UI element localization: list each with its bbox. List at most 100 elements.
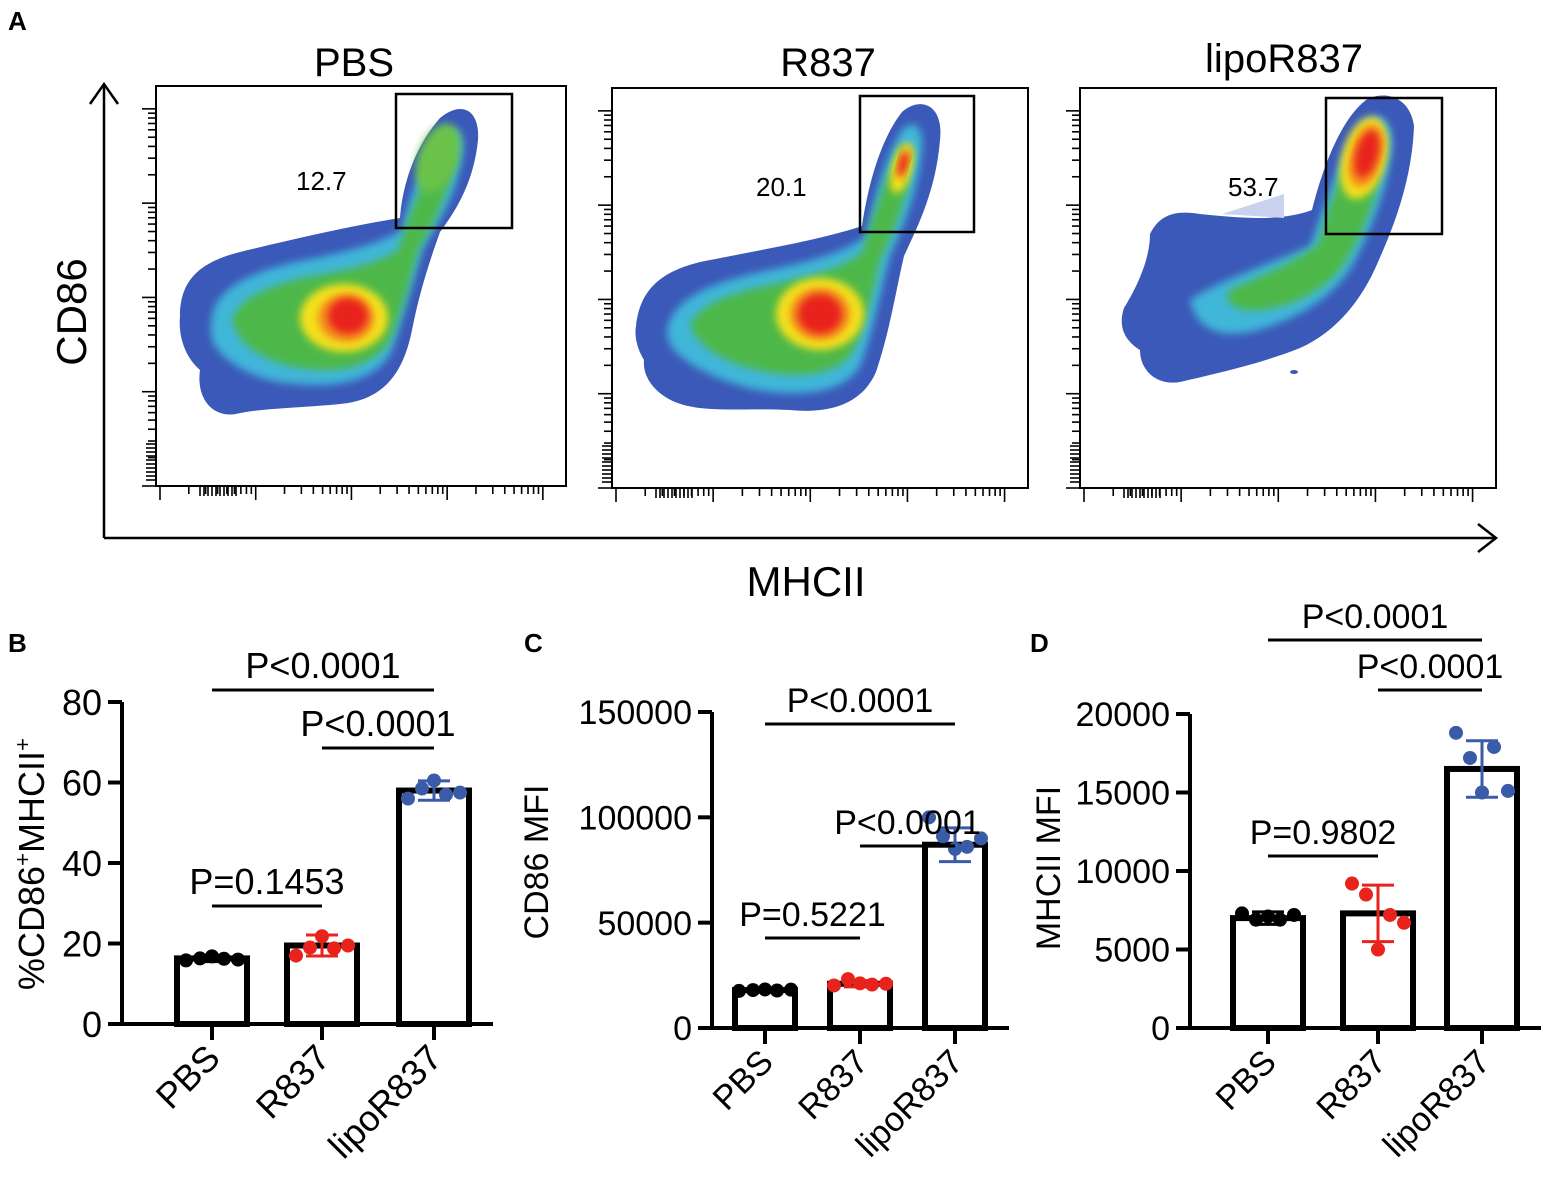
data-point-d-0-4 xyxy=(1287,907,1301,922)
density-cloud-lipor837 xyxy=(1121,95,1414,383)
category-label-b-0: PBS xyxy=(148,1037,228,1117)
flow-plot-r837: R837 20.1 xyxy=(598,41,1029,502)
p-value-label-d-2: P<0.0001 xyxy=(1302,598,1449,636)
ticks-x-r837 xyxy=(615,488,1006,502)
p-value-label-c-1: P<0.0001 xyxy=(834,804,981,842)
data-point-d-1-4 xyxy=(1397,915,1411,930)
gate-box-pbs xyxy=(394,92,514,230)
flow-plot-pbs: PBS 12.7 xyxy=(142,41,567,500)
data-point-d-2-4 xyxy=(1501,783,1515,798)
gate-box-r837 xyxy=(858,94,976,234)
density-red-lipor837 xyxy=(1354,130,1380,178)
data-point-c-0-2 xyxy=(758,982,772,997)
y-tick-label-c-2: 100000 xyxy=(579,800,692,838)
data-point-b-1-0 xyxy=(289,948,303,963)
y-tick-label-d-1: 5000 xyxy=(1094,932,1170,970)
mhcii-axis-label: MHCII xyxy=(747,558,866,605)
panel-c-bar-chart: 0 50000 100000 150000 CD86 MFI PBS R837lipoR83… xyxy=(518,682,1009,1165)
panel-label-a: A xyxy=(8,6,27,36)
y-axis-label-b: %CD86+MHCII+ xyxy=(10,738,52,990)
p-value-label-b-2: P<0.0001 xyxy=(245,645,400,686)
data-point-d-2-3 xyxy=(1487,739,1501,754)
data-point-d-2-2 xyxy=(1475,785,1489,800)
density-red-r837 xyxy=(798,294,842,334)
category-label-b-2: lipoR837 xyxy=(320,1037,449,1166)
p-value-label-c-0: P=0.5221 xyxy=(739,896,886,934)
panel-a-flow-cytometry: CD86 MHCII PBS 12.7 R837 xyxy=(48,37,1499,605)
gate-percent-r837: 20.1 xyxy=(756,172,807,202)
data-point-d-0-2 xyxy=(1261,909,1275,924)
data-point-d-0-3 xyxy=(1273,912,1287,927)
y-tick-label-d-2: 10000 xyxy=(1075,853,1170,891)
data-point-d-1-2 xyxy=(1371,942,1385,957)
ticks-y-r837 xyxy=(598,110,612,489)
density-red-pbs xyxy=(328,298,368,334)
density-red-top-r837 xyxy=(896,150,910,178)
ticks-y-lipor837 xyxy=(1066,110,1080,489)
density-speck-lipor837 xyxy=(1290,370,1298,374)
y-tick-label-c-1: 50000 xyxy=(597,905,692,943)
p-value-label-b-1: P<0.0001 xyxy=(300,703,455,744)
data-point-b-0-4 xyxy=(231,952,245,967)
gate-percent-lipor837: 53.7 xyxy=(1228,172,1279,202)
density-green-top-pbs xyxy=(415,123,461,193)
bar-d-lipor837 xyxy=(1444,765,1520,1031)
data-point-b-1-1 xyxy=(303,940,317,955)
data-point-c-1-3 xyxy=(865,977,879,992)
data-point-c-1-0 xyxy=(827,978,841,993)
data-point-d-2-0 xyxy=(1449,725,1463,740)
panel-d-bar-chart: 0 5000 10000 15000 20000 MHCII MFI PBS R837lipo… xyxy=(1030,598,1541,1165)
data-point-b-1-4 xyxy=(341,938,355,953)
category-label-c-0: PBS xyxy=(706,1043,781,1118)
y-tick-label-c-0: 0 xyxy=(673,1010,692,1048)
p-value-label-d-0: P=0.9802 xyxy=(1250,814,1397,852)
category-label-d-1: R837 xyxy=(1309,1043,1393,1127)
category-label-c-1: R837 xyxy=(791,1043,875,1127)
y-tick-label-b-2: 40 xyxy=(62,843,102,884)
flow-plot-title-r837: R837 xyxy=(780,41,876,85)
y-tick-label-b-0: 0 xyxy=(82,1004,102,1045)
y-tick-label-c-3: 150000 xyxy=(579,694,692,732)
data-point-b-2-4 xyxy=(453,785,467,800)
data-point-d-0-0 xyxy=(1235,906,1249,921)
y-tick-label-d-4: 20000 xyxy=(1075,696,1170,734)
panel-label-b: B xyxy=(8,628,27,658)
data-point-b-1-3 xyxy=(327,941,341,956)
y-tick-label-b-4: 80 xyxy=(62,682,102,723)
density-flat-gate-region-lipor837 xyxy=(1222,194,1284,218)
data-point-c-1-4 xyxy=(879,976,893,991)
y-axis-label-c: CD86 MFI xyxy=(518,785,556,940)
cd86-axis-arrowhead xyxy=(88,81,120,105)
y-tick-label-b-1: 20 xyxy=(62,923,102,964)
gate-box-lipor837 xyxy=(1324,96,1444,236)
bar-b-lipor837 xyxy=(396,787,472,1027)
flow-plot-title-pbs: PBS xyxy=(314,41,394,85)
data-point-b-2-1 xyxy=(415,781,429,796)
data-point-d-1-3 xyxy=(1383,907,1397,922)
category-label-c-2: lipoR837 xyxy=(849,1043,971,1165)
flow-plot-lipor837: lipoR837 53.7 xyxy=(1066,37,1497,502)
ticks-x-pbs xyxy=(159,486,544,500)
data-point-c-2-4 xyxy=(974,831,988,846)
flow-plot-title-lipor837: lipoR837 xyxy=(1205,37,1363,81)
data-point-c-0-1 xyxy=(746,983,760,998)
bar-c-r837 xyxy=(827,980,893,1032)
data-point-b-0-1 xyxy=(193,951,207,966)
y-tick-label-d-0: 0 xyxy=(1151,1010,1170,1048)
category-label-b-1: R837 xyxy=(248,1037,338,1127)
y-axis-label-d: MHCII MFI xyxy=(1030,786,1068,950)
data-point-b-2-3 xyxy=(439,787,453,802)
ticks-x-lipor837 xyxy=(1083,488,1474,502)
data-point-d-2-1 xyxy=(1463,750,1477,765)
data-point-b-0-3 xyxy=(217,951,231,966)
category-label-d-2: lipoR837 xyxy=(1376,1043,1498,1165)
data-point-c-2-0 xyxy=(922,810,936,825)
data-point-c-1-1 xyxy=(841,972,855,987)
data-point-d-1-0 xyxy=(1345,876,1359,891)
data-point-c-1-2 xyxy=(853,976,867,991)
p-value-label-c-2: P<0.0001 xyxy=(787,682,934,720)
p-value-label-d-1: P<0.0001 xyxy=(1357,648,1504,686)
data-point-b-2-0 xyxy=(401,791,415,806)
cd86-axis-label: CD86 xyxy=(48,258,95,365)
